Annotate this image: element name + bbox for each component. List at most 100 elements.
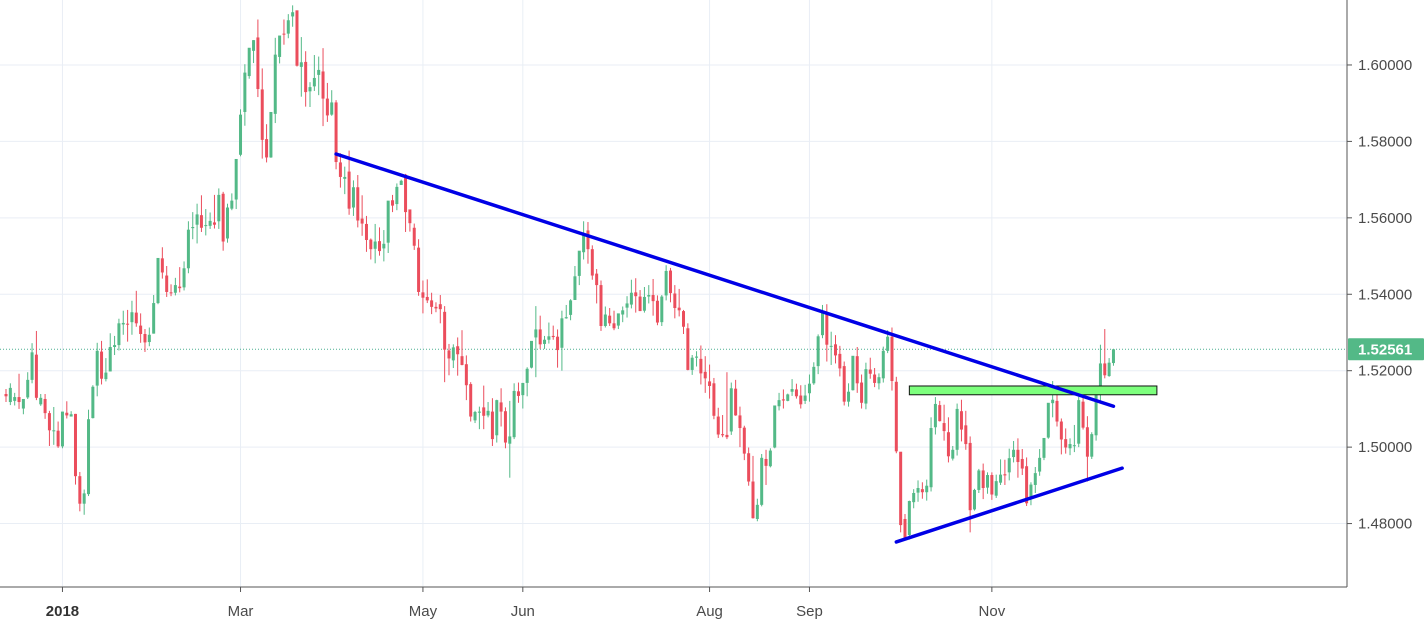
candle-down — [1103, 329, 1107, 379]
candle-body — [812, 366, 816, 384]
candle-body — [486, 410, 490, 416]
candle-body — [30, 352, 34, 380]
y-tick-label: 1.58000 — [1358, 133, 1412, 150]
candle-down — [1085, 416, 1089, 482]
candle-body — [929, 428, 933, 488]
candle-body — [699, 358, 703, 374]
candle-body — [708, 381, 712, 386]
candle-body — [907, 501, 911, 536]
candle-body — [351, 187, 355, 208]
candle-body — [838, 353, 842, 369]
candle-body — [860, 382, 864, 403]
candle-down — [538, 315, 542, 349]
candle-up — [916, 480, 920, 502]
candle-up — [1090, 432, 1094, 459]
candle-body — [56, 430, 60, 447]
candle-up — [543, 335, 547, 349]
candle-body — [890, 336, 894, 382]
candle-down — [499, 388, 503, 427]
candle-down — [942, 404, 946, 441]
candle-body — [686, 328, 690, 370]
candle-down — [677, 288, 681, 317]
candle-body — [321, 71, 325, 99]
candle-body — [13, 397, 17, 401]
candle-down — [595, 269, 599, 304]
candle-down — [903, 514, 907, 541]
candle-body — [933, 403, 937, 428]
candle-body — [647, 295, 651, 297]
ascending-support-line — [894, 466, 1124, 544]
candle-body — [391, 200, 395, 206]
candle-up — [647, 285, 651, 304]
candle-body — [460, 356, 464, 365]
candle-down — [764, 449, 768, 485]
candle-down — [938, 400, 942, 422]
candle-up — [130, 300, 134, 335]
candle-down — [139, 313, 143, 343]
x-tick-label: Aug — [696, 603, 723, 620]
candle-down — [143, 329, 147, 352]
candle-up — [999, 459, 1003, 485]
candle-body — [265, 139, 269, 158]
candle-body — [408, 209, 412, 224]
candle-down — [356, 175, 360, 228]
candle-body — [299, 62, 303, 67]
candle-body — [777, 400, 781, 407]
candle-down — [794, 383, 798, 399]
candle-body — [569, 300, 573, 315]
candle-body — [113, 345, 117, 348]
candle-up — [912, 489, 916, 509]
candle-body — [191, 227, 195, 229]
candle-body — [738, 415, 742, 429]
candle-up — [847, 383, 851, 407]
candle-body — [682, 311, 686, 327]
candle-up — [933, 397, 937, 435]
candle-down — [360, 195, 364, 236]
candle-body — [829, 345, 833, 347]
candle-up — [664, 265, 668, 301]
candle-body — [764, 458, 768, 466]
x-tick-label: Jun — [511, 603, 535, 620]
candle-down — [295, 10, 299, 67]
candle-body — [621, 310, 625, 315]
candle-body — [881, 350, 885, 379]
candle-body — [186, 229, 190, 269]
candle-body — [734, 388, 738, 416]
candle-body — [799, 395, 803, 405]
candle-body — [946, 432, 950, 457]
candle-up — [564, 304, 568, 319]
candle-body — [178, 286, 182, 289]
candle-body — [651, 295, 655, 302]
candle-body — [430, 300, 434, 307]
candle-up — [573, 265, 577, 300]
candle-body — [117, 323, 121, 346]
candle-body — [395, 186, 399, 205]
candle-down — [325, 82, 329, 122]
candle-up — [569, 299, 573, 321]
candle-body — [851, 355, 855, 391]
candle-down — [334, 100, 338, 170]
candle-body — [1107, 362, 1111, 377]
candle-down — [212, 194, 216, 229]
candle-up — [230, 193, 234, 211]
candle-down — [899, 451, 903, 533]
candle-down — [377, 227, 381, 256]
candle-body — [456, 346, 460, 355]
candle-up — [95, 342, 99, 397]
candle-up — [1077, 396, 1081, 448]
candle-down — [612, 310, 616, 331]
candle-body — [134, 312, 138, 324]
candle-body — [655, 300, 659, 323]
candle-body — [894, 381, 898, 452]
candle-body — [1077, 400, 1081, 444]
candle-down — [946, 417, 950, 463]
candle-down — [460, 330, 464, 366]
candle-body — [807, 383, 811, 394]
candle-body — [964, 425, 968, 445]
candle-down — [78, 471, 82, 512]
candle-down — [751, 455, 755, 519]
candle-body — [751, 481, 755, 519]
candle-body — [495, 400, 499, 436]
